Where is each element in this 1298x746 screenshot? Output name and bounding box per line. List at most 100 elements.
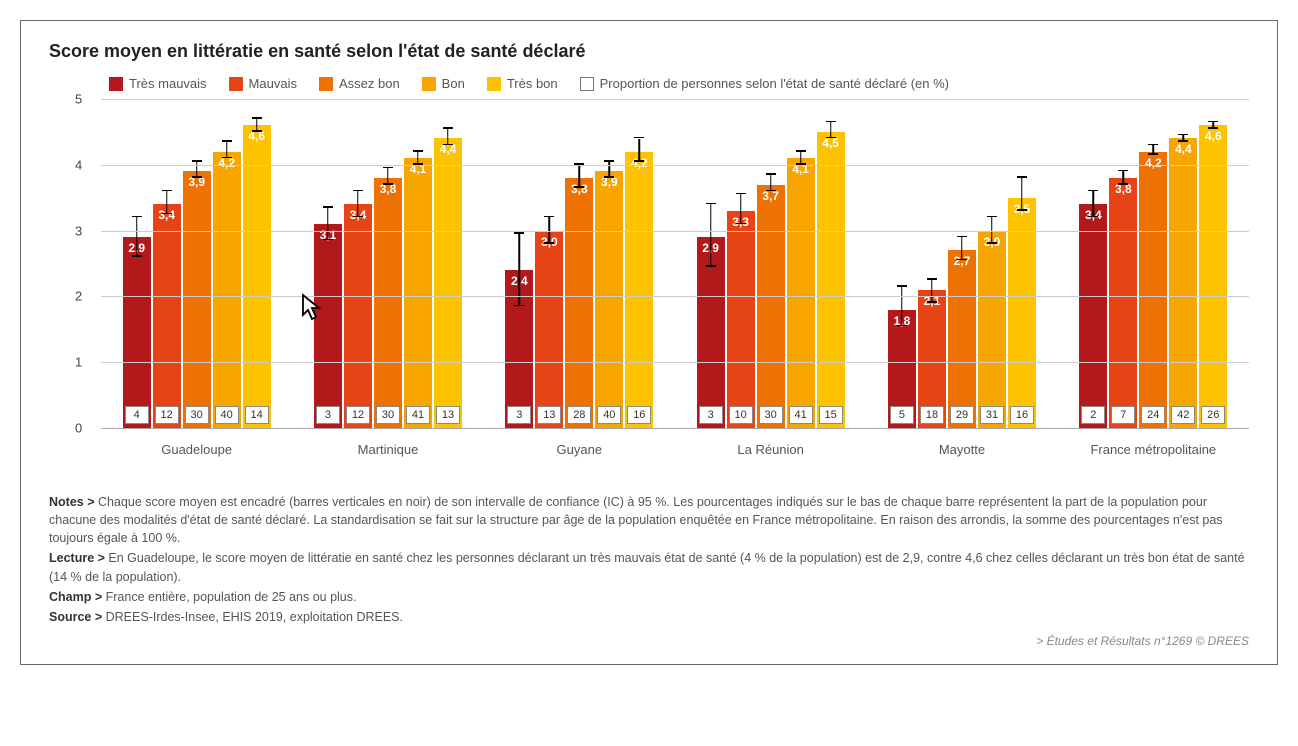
- x-axis-labels: GuadeloupeMartiniqueGuyaneLa RéunionMayo…: [101, 442, 1249, 457]
- error-cap-top: [604, 160, 614, 162]
- error-bar: [579, 165, 581, 188]
- legend-item-mauvais: Mauvais: [229, 76, 297, 91]
- bar: [314, 224, 342, 428]
- bar-column: 3,13: [314, 99, 342, 428]
- bar-column: 3,42: [1079, 99, 1107, 428]
- bar: [565, 178, 593, 428]
- bar: [153, 204, 181, 428]
- proportion-box: 28: [567, 406, 591, 424]
- bar-column: 3,830: [374, 99, 402, 428]
- error-cap-bottom: [132, 255, 142, 257]
- bar: [1109, 178, 1137, 428]
- notes-text: Chaque score moyen est encadré (barres v…: [49, 495, 1223, 545]
- proportion-box: 30: [376, 406, 400, 424]
- legend-label: Proportion de personnes selon l'état de …: [600, 76, 949, 91]
- error-cap-bottom: [222, 157, 232, 159]
- source-label: Source >: [49, 610, 102, 624]
- proportion-box: 41: [406, 406, 430, 424]
- legend-item-assez_bon: Assez bon: [319, 76, 400, 91]
- proportion-box: 14: [245, 406, 269, 424]
- y-tick-label: 3: [75, 223, 82, 238]
- error-cap-top: [634, 137, 644, 139]
- error-cap-top: [222, 140, 232, 142]
- bar-value-label: 4,2: [1145, 156, 1162, 170]
- error-bar: [639, 139, 641, 162]
- bar: [1199, 125, 1227, 428]
- proportion-box: 12: [346, 406, 370, 424]
- bar-column: 4,141: [787, 99, 815, 428]
- error-cap-top: [736, 193, 746, 195]
- legend-label: Assez bon: [339, 76, 400, 91]
- error-cap-bottom: [634, 160, 644, 162]
- legend-swatch: [319, 77, 333, 91]
- notes-label: Notes >: [49, 495, 95, 509]
- error-cap-top: [826, 121, 836, 123]
- proportion-box: 24: [1141, 406, 1165, 424]
- error-cap-bottom: [323, 239, 333, 241]
- lecture-label: Lecture >: [49, 551, 105, 565]
- error-bar: [357, 191, 359, 217]
- error-bar: [1021, 178, 1023, 211]
- bar-column: 4,614: [243, 99, 271, 428]
- proportion-box: 13: [537, 406, 561, 424]
- y-tick-label: 0: [75, 421, 82, 436]
- bar: [243, 125, 271, 428]
- x-axis-label: Guadeloupe: [101, 442, 292, 457]
- proportion-box: 40: [215, 406, 239, 424]
- legend-item-tres_mauvais: Très mauvais: [109, 76, 207, 91]
- error-bar: [901, 287, 903, 326]
- error-cap-bottom: [1208, 127, 1218, 129]
- error-cap-top: [323, 206, 333, 208]
- proportion-box: 12: [155, 406, 179, 424]
- group-la-réunion: 2,933,3103,7304,1414,515: [675, 99, 866, 428]
- proportion-box: 3: [316, 406, 340, 424]
- bar: [595, 171, 623, 428]
- error-bar: [166, 191, 168, 214]
- bar-column: 3,940: [595, 99, 623, 428]
- bar: [183, 171, 211, 428]
- error-cap-top: [443, 127, 453, 129]
- champ-label: Champ >: [49, 590, 102, 604]
- error-bar: [961, 237, 963, 260]
- error-cap-top: [192, 160, 202, 162]
- error-cap-bottom: [1148, 153, 1158, 155]
- bar: [213, 152, 241, 428]
- bar-column: 3,412: [344, 99, 372, 428]
- x-axis-label: Guyane: [484, 442, 675, 457]
- proportion-box: 31: [980, 406, 1004, 424]
- error-cap-top: [1208, 121, 1218, 123]
- error-cap-top: [927, 278, 937, 280]
- error-cap-top: [162, 190, 172, 192]
- bar: [727, 211, 755, 428]
- proportion-box: 30: [185, 406, 209, 424]
- bar: [434, 138, 462, 428]
- x-axis-label: Martinique: [292, 442, 483, 457]
- error-cap-bottom: [706, 265, 716, 267]
- error-cap-top: [514, 232, 524, 234]
- proportion-box: 5: [890, 406, 914, 424]
- legend-swatch: [109, 77, 123, 91]
- bar-groups: 2,943,4123,9304,2404,6143,133,4123,8304,…: [101, 99, 1249, 428]
- chart-area: 2,943,4123,9304,2404,6143,133,4123,8304,…: [49, 99, 1249, 479]
- group-mayotte: 1,852,1182,7293,0313,516: [866, 99, 1057, 428]
- bar: [1139, 152, 1167, 428]
- legend-swatch: [487, 77, 501, 91]
- error-cap-bottom: [192, 176, 202, 178]
- proportion-box: 18: [920, 406, 944, 424]
- lecture-text: En Guadeloupe, le score moyen de littéra…: [49, 551, 1245, 583]
- bar-column: 4,626: [1199, 99, 1227, 428]
- bar: [404, 158, 432, 428]
- legend-label: Très bon: [507, 76, 558, 91]
- champ-text: France entière, population de 25 ans ou …: [102, 590, 356, 604]
- error-cap-top: [132, 216, 142, 218]
- proportion-box: 10: [729, 406, 753, 424]
- legend-label: Mauvais: [249, 76, 297, 91]
- proportion-box: 2: [1081, 406, 1105, 424]
- x-axis-label: La Réunion: [675, 442, 866, 457]
- error-cap-bottom: [1088, 216, 1098, 218]
- bar-column: 3,031: [978, 99, 1006, 428]
- proportion-box: 7: [1111, 406, 1135, 424]
- error-cap-top: [1017, 176, 1027, 178]
- error-bar: [740, 194, 742, 224]
- y-tick-label: 2: [75, 289, 82, 304]
